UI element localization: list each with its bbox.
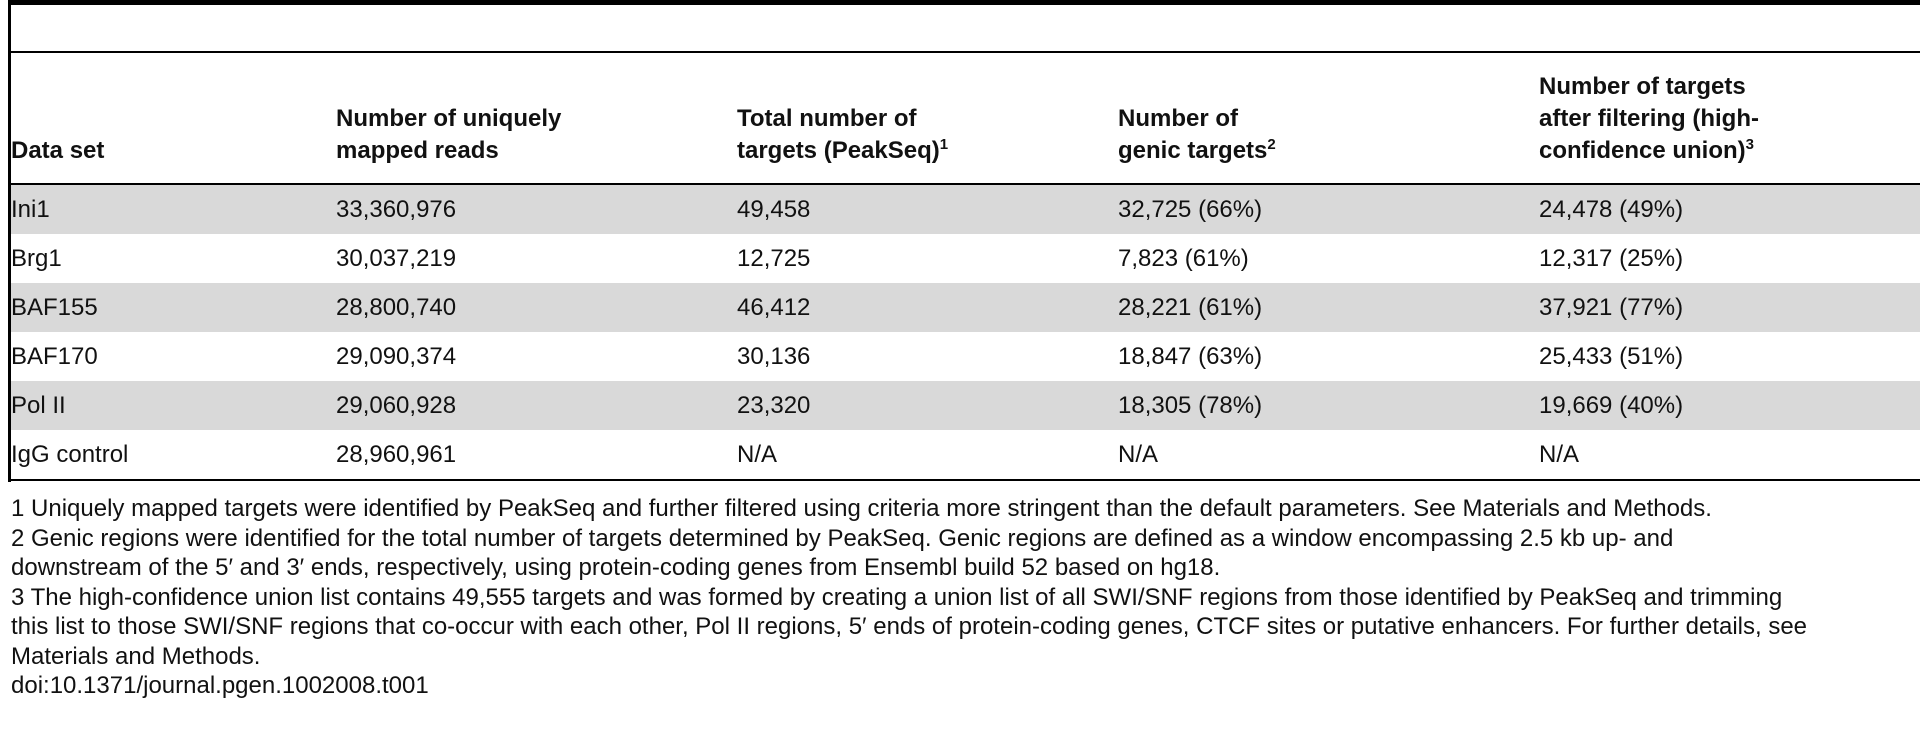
cell-mapped-reads: 28,800,740 <box>336 294 457 321</box>
table-footnotes: 1 Uniquely mapped targets were identifie… <box>11 494 1920 701</box>
cell-total-targets: N/A <box>737 441 778 468</box>
footnote-marker-3: 3 <box>1745 136 1755 153</box>
footnote-marker-1: 1 <box>939 136 949 153</box>
header-bottom-rule <box>8 183 1920 185</box>
cell-data-set: BAF155 <box>11 294 98 321</box>
cell-data-set: Ini1 <box>11 196 50 223</box>
table-top-rule <box>8 0 1920 5</box>
header-total-targets: Total number of targets (PeakSeq)1 <box>737 105 949 164</box>
table-row: Pol II 29,060,928 23,320 18,305 (78%) 19… <box>11 381 1920 430</box>
table-left-rule <box>8 0 11 482</box>
cell-filtered-targets: 24,478 (49%) <box>1539 196 1684 223</box>
cell-mapped-reads: 29,060,928 <box>336 392 457 419</box>
footnote-2: 2 Genic regions were identified for the … <box>11 524 1674 582</box>
header-top-rule <box>8 51 1920 53</box>
table-bottom-rule <box>8 479 1920 481</box>
cell-mapped-reads: 33,360,976 <box>336 196 457 223</box>
cell-total-targets: 30,136 <box>737 343 811 370</box>
cell-genic-targets: 18,305 (78%) <box>1118 392 1263 419</box>
cell-genic-targets: 28,221 (61%) <box>1118 294 1263 321</box>
table-body: Ini1 33,360,976 49,458 32,725 (66%) 24,4… <box>11 185 1920 479</box>
footnote-3: 3 The high-confidence union list contain… <box>11 583 1808 670</box>
cell-mapped-reads: 30,037,219 <box>336 245 457 272</box>
header-filtered-targets: Number of targets after filtering (high-… <box>1539 73 1759 164</box>
cell-filtered-targets: 37,921 (77%) <box>1539 294 1684 321</box>
table-row: Brg1 30,037,219 12,725 7,823 (61%) 12,31… <box>11 234 1920 283</box>
cell-genic-targets: 18,847 (63%) <box>1118 343 1263 370</box>
cell-mapped-reads: 28,960,961 <box>336 441 457 468</box>
cell-data-set: Pol II <box>11 392 66 419</box>
footnote-marker-2: 2 <box>1267 136 1276 153</box>
cell-total-targets: 46,412 <box>737 294 811 321</box>
table-row: Ini1 33,360,976 49,458 32,725 (66%) 24,4… <box>11 185 1920 234</box>
cell-filtered-targets: N/A <box>1539 441 1580 468</box>
cell-total-targets: 49,458 <box>737 196 811 223</box>
table-row: IgG control 28,960,961 N/A N/A N/A <box>11 430 1920 479</box>
cell-genic-targets: N/A <box>1118 441 1159 468</box>
cell-genic-targets: 32,725 (66%) <box>1118 196 1263 223</box>
cell-genic-targets: 7,823 (61%) <box>1118 245 1249 272</box>
cell-data-set: BAF170 <box>11 343 98 370</box>
footnote-1: 1 Uniquely mapped targets were identifie… <box>11 495 1712 522</box>
cell-filtered-targets: 12,317 (25%) <box>1539 245 1684 272</box>
header-uniquely-mapped-reads: Number of uniquely mapped reads <box>336 105 562 164</box>
cell-filtered-targets: 19,669 (40%) <box>1539 392 1684 419</box>
header-data-set: Data set <box>11 137 105 164</box>
cell-data-set: Brg1 <box>11 245 62 272</box>
header-genic-targets: Number of genic targets2 <box>1118 105 1276 164</box>
cell-filtered-targets: 25,433 (51%) <box>1539 343 1684 370</box>
doi-link[interactable]: doi:10.1371/journal.pgen.1002008.t001 <box>11 672 429 699</box>
cell-mapped-reads: 29,090,374 <box>336 343 457 370</box>
table-row: BAF170 29,090,374 30,136 18,847 (63%) 25… <box>11 332 1920 381</box>
cell-data-set: IgG control <box>11 441 129 468</box>
cell-total-targets: 23,320 <box>737 392 811 419</box>
cell-total-targets: 12,725 <box>737 245 811 272</box>
table-header: Data set Number of uniquely mapped reads… <box>11 53 1920 183</box>
table-row: BAF155 28,800,740 46,412 28,221 (61%) 37… <box>11 283 1920 332</box>
